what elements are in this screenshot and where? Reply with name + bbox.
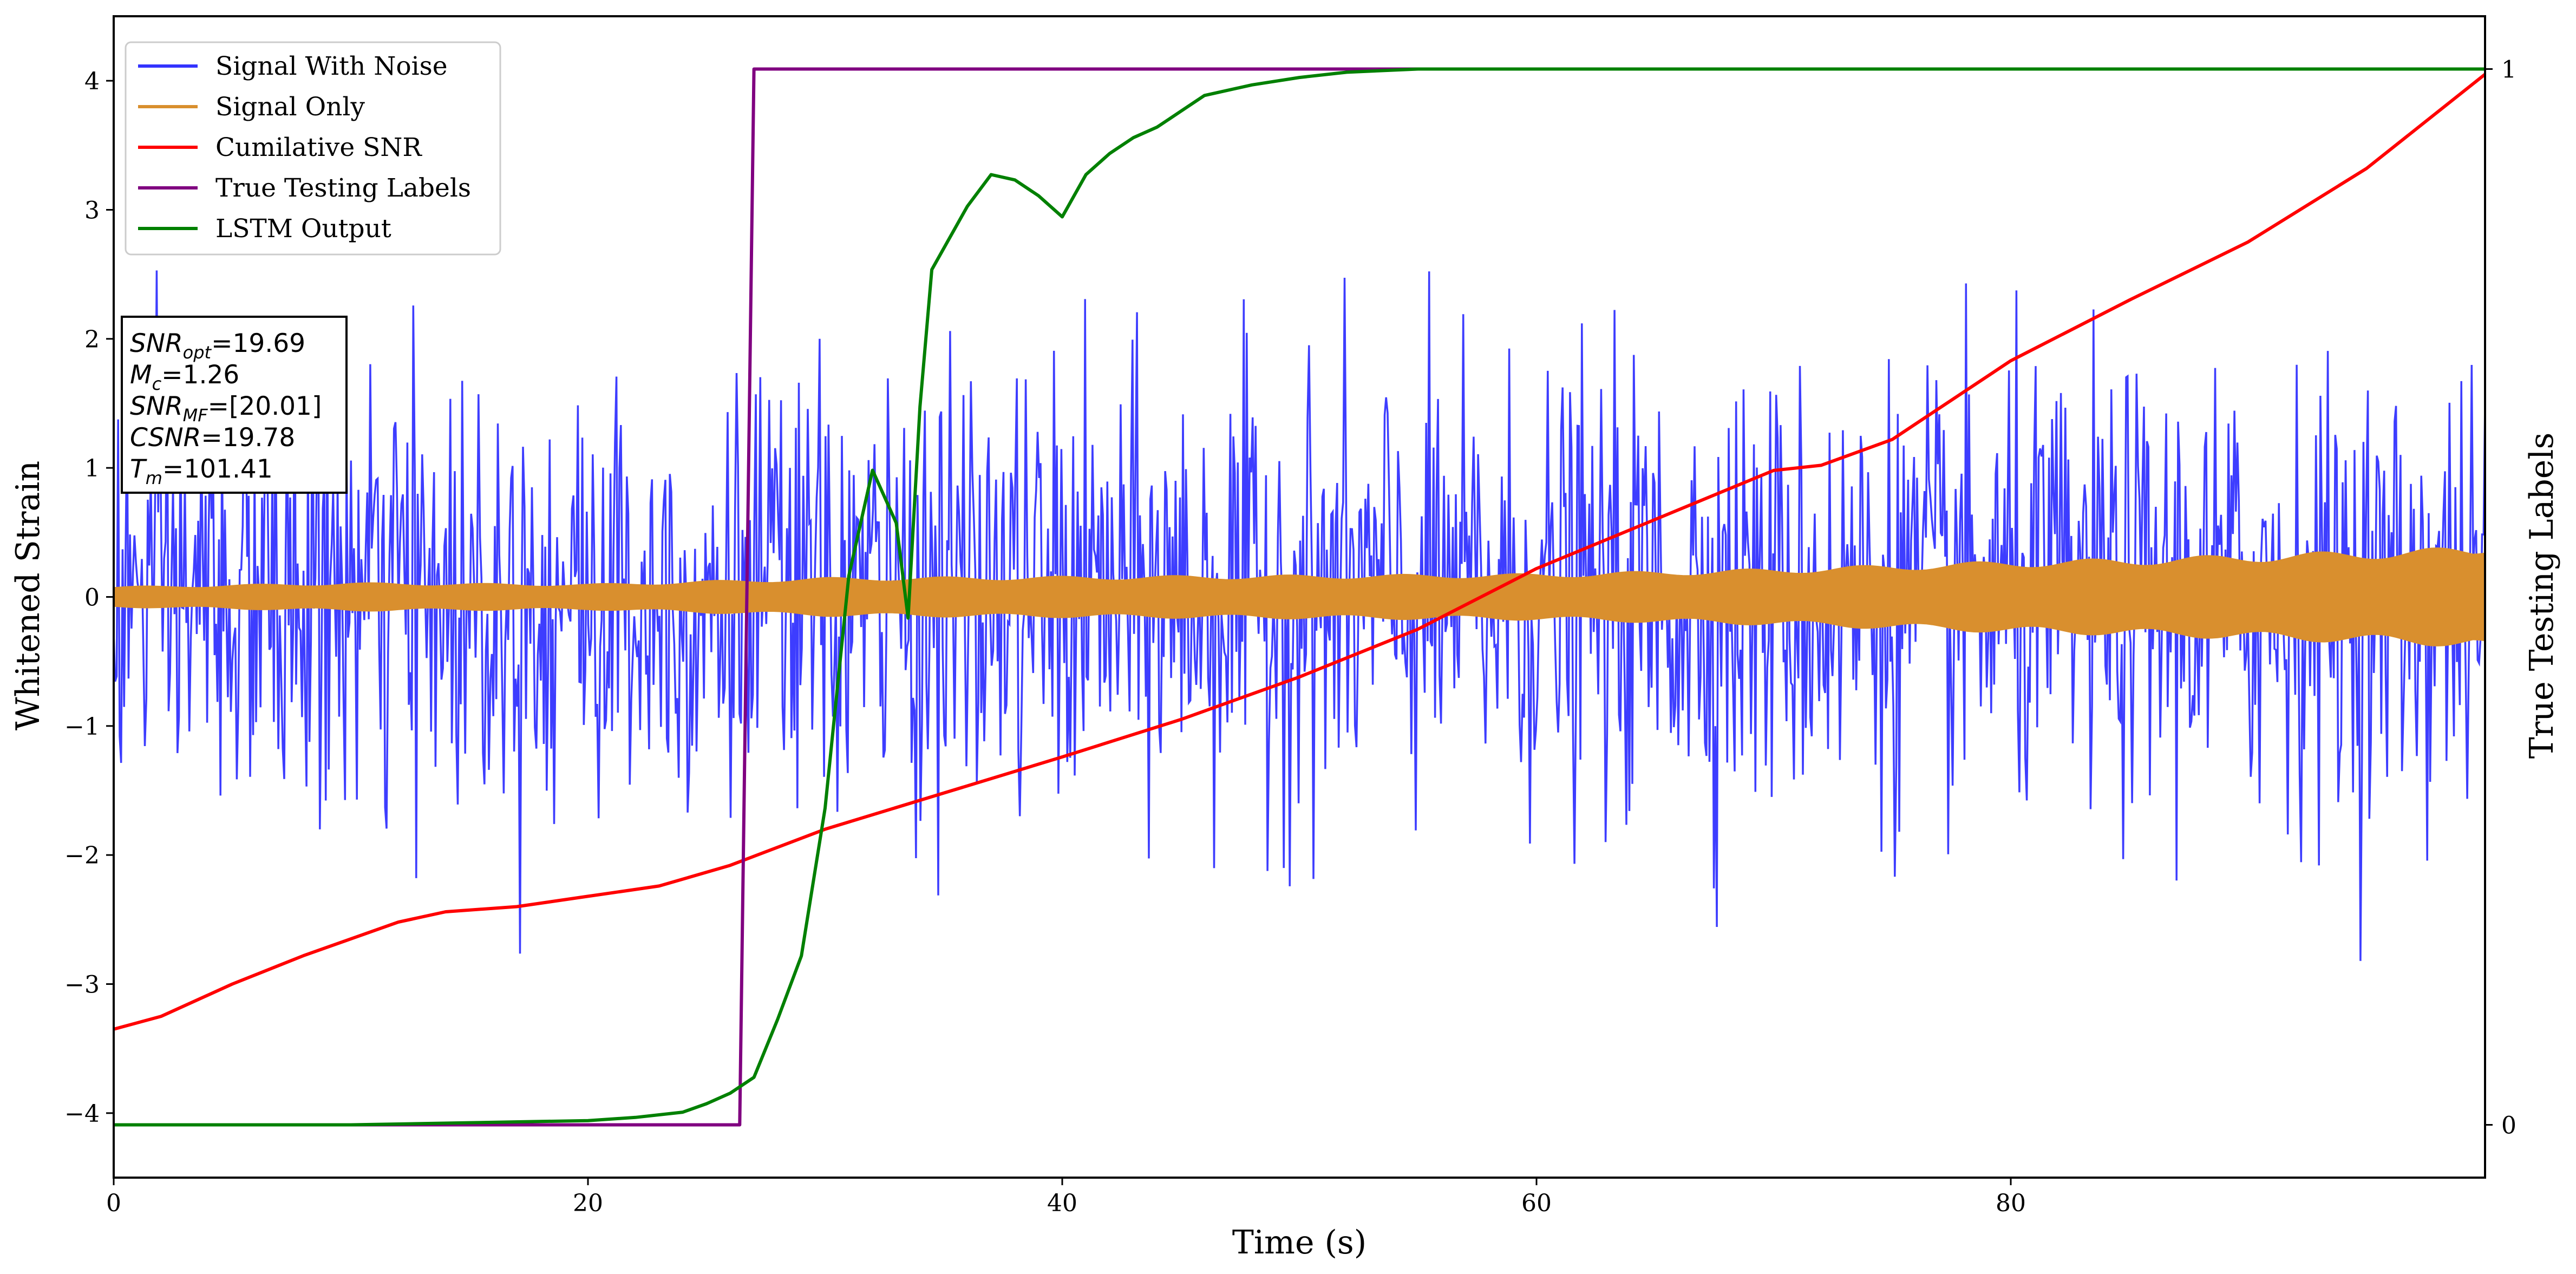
signal-only-line [114,547,2485,646]
y-tick-label: −3 [64,971,100,999]
y-tick-label: 0 [84,584,100,612]
x-tick-label: 60 [1521,1190,1552,1217]
x-tick-label: 20 [573,1190,603,1217]
annotation-subscript: m [146,468,162,488]
x-axis-title: Time (s) [1232,1224,1367,1262]
legend-label-true-testing-labels: True Testing Labels [215,173,471,203]
y-axis-left: −4 −3 −2 −1 0 1 2 3 4 [64,68,114,1128]
y-tick-label: −1 [64,713,100,741]
annotation-symbol: SNR [130,391,183,421]
y2-tick-label: 0 [2501,1112,2516,1140]
annotation-subscript: MF [183,405,208,426]
cumilative-snr-line [114,73,2485,1031]
series-layer [114,67,2485,1127]
x-tick-label: 80 [1996,1190,2026,1217]
annotation-line: Tm=101.41 [130,454,273,488]
annotation-subscript: c [152,374,162,394]
x-tick-label: 40 [1047,1190,1077,1217]
y2-tick-label: 1 [2501,56,2516,84]
annotation-line: Mc=1.26 [130,360,239,394]
y-tick-label: 2 [84,326,100,354]
legend-box [125,41,501,256]
legend-label-lstm-output: LSTM Output [215,214,391,244]
y-tick-label: 3 [84,197,100,225]
y-tick-label: 4 [84,68,100,95]
y-tick-label: −2 [64,842,100,870]
x-tick-label: 0 [106,1190,121,1217]
y-axis-title: Whitened Strain [9,461,47,730]
parameter-annotation: SNRopt=19.69Mc=1.26SNRMF=[20.01]CSNR=19.… [121,316,348,494]
legend-label-signal-with-noise: Signal With Noise [215,51,448,81]
annotation-value: =1.26 [161,360,239,390]
annotation-value: =19.69 [211,329,305,358]
y-axis-right: 01 [2485,56,2516,1140]
annotation-value: =19.78 [201,423,295,453]
annotation-symbol: SNR [130,329,183,358]
y-tick-label: −4 [64,1100,100,1128]
annotation-line: CSNR=19.78 [130,423,295,453]
x-axis: 0 20 40 60 80 [106,1178,2026,1217]
annotation-subscript: opt [183,342,212,363]
annotation-line: SNRopt=19.69 [130,329,305,363]
annotation-box [121,316,348,494]
annotation-symbol: CSNR [130,423,201,453]
legend-label-signal-only: Signal Only [215,92,365,122]
legend-label-cumilative-snr: Cumilative SNR [215,133,422,162]
y-tick-label: 1 [84,455,100,482]
y2-axis-title: True Testing Labels [2523,433,2561,759]
annotation-symbol: M [130,360,152,390]
lstm-output-line [114,67,2485,1127]
annotation-line: SNRMF=[20.01] [130,391,322,426]
annotation-value: =101.41 [162,454,273,484]
annotation-symbol: T [130,454,147,484]
annotation-value: =[20.01] [208,391,322,421]
legend: Signal With Noise Signal Only Cumilative S… [125,41,501,256]
